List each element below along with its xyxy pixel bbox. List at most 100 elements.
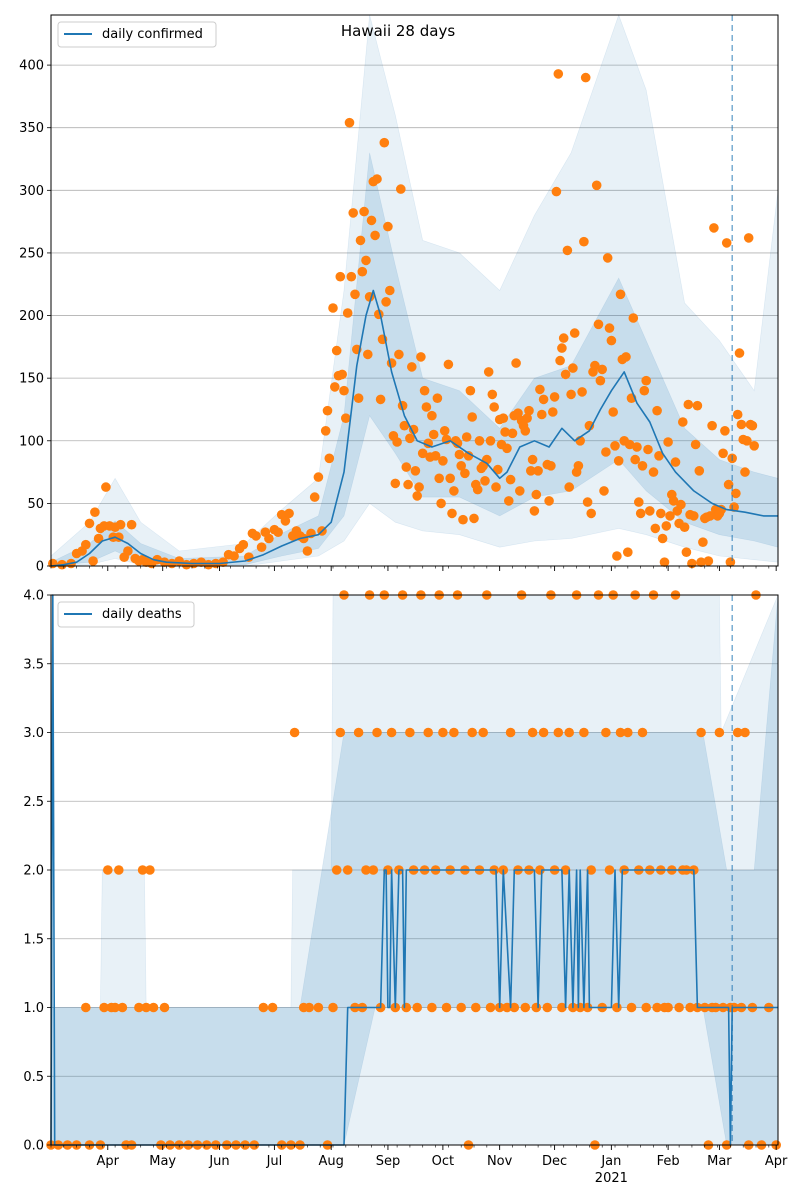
confirmed-data-point <box>515 486 525 496</box>
confirmed-data-point <box>447 508 457 519</box>
confirmed-data-point <box>381 297 391 307</box>
deaths-y-tick-label: 4.0 <box>23 589 44 604</box>
confirmed-data-point <box>385 285 395 296</box>
confirmed-data-point <box>123 546 133 556</box>
confirmed-data-point <box>273 527 283 537</box>
confirmed-data-point <box>458 514 468 525</box>
deaths-data-point <box>114 865 124 875</box>
confirmed-data-point <box>90 507 100 517</box>
confirmed-data-point <box>403 479 413 490</box>
confirmed-data-point <box>520 426 531 436</box>
confirmed-data-point <box>463 451 474 461</box>
deaths-y-axis: 0.0 0.5 1.0 1.5 2.0 2.5 3.0 3.5 4.0 <box>23 589 51 1154</box>
confirmed-data-point <box>608 407 618 417</box>
deaths-panel: 0.0 0.5 1.0 1.5 2.0 2.5 3.0 3.5 4.0 Apr May Jun Jul… <box>23 589 788 1187</box>
deaths-data-point <box>145 865 155 875</box>
x-month-label: Feb <box>657 1154 680 1169</box>
confirmed-data-point <box>126 519 137 530</box>
confirmed-data-point <box>394 349 404 360</box>
deaths-legend-label: daily deaths <box>102 607 182 622</box>
confirmed-data-point <box>721 238 732 248</box>
deaths-data-point <box>579 727 589 738</box>
deaths-data-point <box>342 865 353 875</box>
confirmed-data-point <box>709 223 719 233</box>
confirmed-data-point <box>623 547 633 557</box>
confirmed-data-point <box>504 496 514 506</box>
confirmed-data-point <box>549 392 560 402</box>
confirmed-data-point <box>628 313 639 323</box>
confirmed-data-point <box>196 557 206 567</box>
confirmed-data-point <box>630 454 640 465</box>
confirmed-data-point <box>480 476 490 486</box>
confirmed-data-point <box>601 447 611 457</box>
confirmed-data-point <box>740 467 750 477</box>
confirmed-data-point <box>337 369 348 380</box>
deaths-data-point <box>441 1002 452 1013</box>
confirmed-data-point <box>527 454 538 465</box>
deaths-data-point <box>467 727 478 738</box>
confirmed-data-point <box>88 556 98 566</box>
deaths-data-point <box>331 865 342 875</box>
confirmed-data-point <box>322 405 333 416</box>
deaths-data-point <box>372 727 382 738</box>
deaths-data-point <box>714 727 725 738</box>
confirmed-data-point <box>366 215 377 226</box>
confirmed-data-point <box>698 537 708 547</box>
confirmed-data-point <box>419 385 430 396</box>
x-month-label: Apr <box>97 1154 120 1169</box>
confirmed-data-point <box>383 221 393 232</box>
confirmed-data-point <box>670 457 681 467</box>
confirmed-data-point <box>493 464 503 475</box>
confirmed-data-point <box>639 385 650 396</box>
x-month-label: Mar <box>707 1154 732 1169</box>
confirmed-data-point <box>557 343 567 353</box>
deaths-data-point <box>289 727 300 738</box>
deaths-data-point <box>674 1002 684 1013</box>
confirmed-data-point <box>537 409 547 420</box>
confirmed-data-point <box>320 426 331 436</box>
confirmed-data-point <box>555 355 565 366</box>
confirmed-data-point <box>401 462 412 472</box>
confirmed-data-point <box>707 420 717 431</box>
confirmed-data-point <box>593 319 604 330</box>
confirmed-axes-frame <box>50 14 779 567</box>
confirmed-data-point <box>742 436 752 446</box>
deaths-data-point <box>103 865 113 875</box>
deaths-x-axis: Apr May Jun Jul Aug Sep Oct Nov Dec Jan 2021 Feb Mar… <box>50 1145 788 1186</box>
deaths-data-point <box>267 1002 278 1013</box>
confirmed-data-point <box>359 206 369 217</box>
x-month-label: Apr <box>765 1154 788 1169</box>
deaths-line <box>50 594 778 1146</box>
confirmed-y-tick-label: 50 <box>27 497 44 512</box>
deaths-data-point <box>134 1002 144 1013</box>
confirmed-data-point <box>632 442 642 452</box>
deaths-data-point <box>509 1002 520 1013</box>
deaths-data-point <box>612 1002 622 1013</box>
confirmed-data-point <box>353 393 364 404</box>
confirmed-data-point <box>93 533 104 544</box>
confirmed-data-point <box>483 367 494 377</box>
confirmed-data-point <box>331 345 342 356</box>
confirmed-data-point <box>491 482 501 492</box>
deaths-y-tick-label: 1.5 <box>23 932 44 947</box>
confirmed-data-point <box>676 499 686 510</box>
chart-title: Hawaii 28 days <box>341 22 455 40</box>
confirmed-data-point <box>606 335 617 346</box>
confirmed-data-point <box>379 137 390 148</box>
deaths-data-point <box>553 727 564 738</box>
confirmed-data-point <box>531 489 542 500</box>
deaths-data-point <box>405 727 415 738</box>
confirmed-data-point <box>553 69 564 79</box>
confirmed-data-point <box>386 358 397 368</box>
confirmed-data-point <box>590 360 600 371</box>
confirmed-data-point <box>652 405 662 416</box>
confirmed-data-point <box>498 413 509 424</box>
deaths-legend: daily deaths <box>57 601 195 628</box>
deaths-data-point <box>304 1002 315 1013</box>
confirmed-data-point <box>582 497 593 507</box>
confirmed-data-point <box>661 521 672 531</box>
confirmed-data-point <box>346 271 357 282</box>
deaths-data-point <box>117 1002 128 1013</box>
confirmed-y-tick-label: 400 <box>19 59 44 74</box>
confirmed-data-point <box>538 394 549 405</box>
